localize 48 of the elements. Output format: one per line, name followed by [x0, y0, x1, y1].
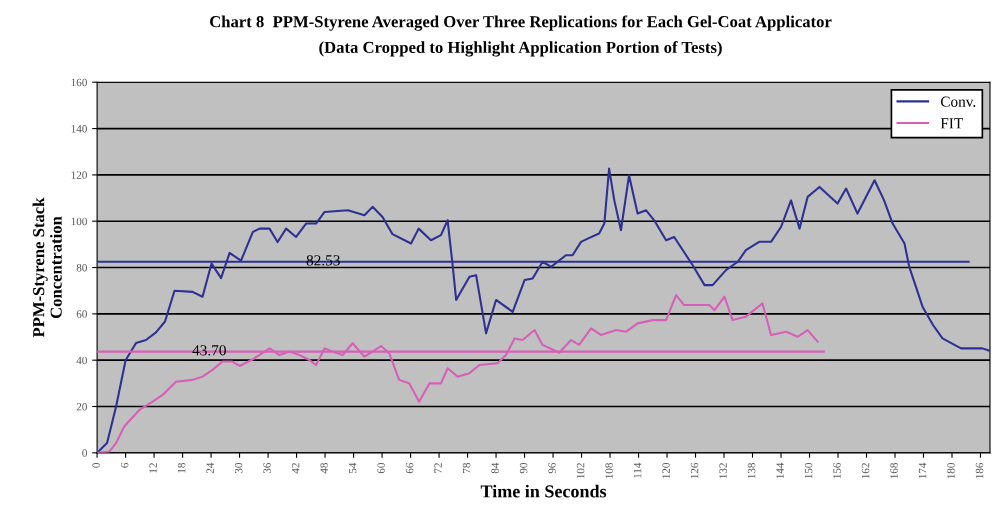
x-axis-title: Time in Seconds	[480, 484, 607, 498]
x-tick-label: 30	[234, 462, 243, 474]
x-tick-label: 24	[206, 462, 214, 474]
x-tick-label: 102	[576, 463, 585, 479]
y-tick-label: 100	[71, 217, 87, 226]
x-tick-label: 18	[177, 462, 186, 473]
legend-label: Conv.	[940, 96, 976, 107]
y-tick-label: 80	[76, 264, 87, 272]
y-tick-label: 60	[76, 310, 87, 318]
chart-subtitle: (Data Cropped to Highlight Application Portion of Tests)	[319, 41, 722, 57]
y-tick-label: 140	[71, 125, 87, 133]
x-tick-label: 180	[947, 462, 955, 479]
x-tick-label: 174	[918, 462, 927, 479]
x-tick-label: 78	[462, 462, 471, 473]
y-tick-label: 40	[76, 356, 87, 365]
x-tick-label: 36	[263, 462, 271, 474]
x-tick-label: 126	[690, 462, 699, 479]
x-tick-label: 60	[377, 462, 385, 474]
x-tick-label: 42	[291, 463, 300, 474]
x-tick-label: 132	[719, 463, 727, 479]
x-tick-label: 84	[491, 462, 499, 474]
x-tick-label: 108	[605, 462, 613, 479]
y-tick-label: 20	[76, 402, 87, 411]
x-tick-label: 144	[776, 462, 784, 479]
x-tick-label: 48	[320, 462, 328, 474]
x-tick-label: 120	[662, 462, 670, 479]
x-tick-label: 156	[833, 462, 841, 479]
x-tick-label: 72	[434, 463, 442, 473]
annotation: 43.70	[192, 345, 226, 356]
x-tick-label: 168	[890, 462, 898, 479]
x-tick-label: 150	[804, 462, 813, 479]
y-tick-label: 0	[82, 449, 87, 457]
x-tick-label: 6	[120, 462, 129, 468]
x-tick-label: 66	[405, 462, 414, 474]
x-tick-label: 90	[519, 462, 528, 474]
x-tick-label: 186	[975, 462, 984, 479]
x-tick-label: 162	[861, 463, 870, 479]
x-tick-label: 54	[348, 462, 357, 474]
x-tick-label: 0	[92, 462, 100, 468]
x-tick-label: 96	[548, 462, 556, 474]
y-tick-label: 120	[71, 171, 87, 179]
y-axis-title: PPM-Styrene Stack Concentration	[32, 197, 62, 338]
x-tick-label: 114	[633, 462, 642, 478]
y-tick-label: 160	[71, 78, 87, 87]
x-tick-label: 138	[747, 462, 756, 479]
x-tick-label: 12	[149, 463, 157, 473]
chart-title: Chart 8 PPM-Styrene Averaged Over Three Replications for Each Gel-Coat Applicator	[210, 15, 832, 31]
legend-label: FIT	[940, 118, 963, 129]
